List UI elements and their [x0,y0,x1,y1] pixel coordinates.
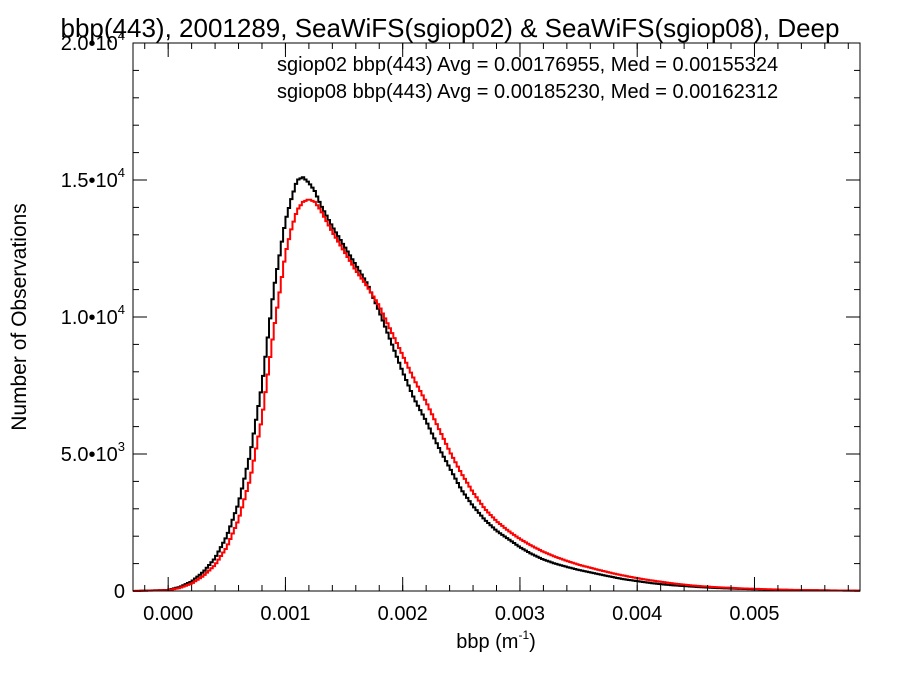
y-tick-label: 5.0•103 [61,439,125,466]
legend: sgiop02 bbp(443) Avg = 0.00176955, Med =… [277,54,778,103]
axes-layer: 0.000 0.001 0.002 0.003 0.004 0.005 0 5.0•103 1.… [61,28,861,625]
y-tick-label: 0 [114,581,125,603]
plot-frame [132,42,861,592]
series-line-sgiop02 [133,176,860,592]
y-tick-label: 1.0•104 [61,302,125,329]
series-layer [133,176,860,592]
x-axis-label-close: ) [529,631,536,653]
x-tick-label: 0.004 [612,603,662,625]
y-tick-label: 2.0•104 [61,28,125,55]
series-line-sgiop08 [133,198,860,592]
y-axis-label: Number of Observations [8,203,31,431]
x-tick-label: 0.005 [729,603,779,625]
x-axis-label: bbp (m-1) [456,628,536,653]
x-tick-label: 0.000 [143,603,193,625]
x-tick-label: 0.003 [495,603,545,625]
chart-title: bbp(443), 2001289, SeaWiFS(sgiop02) & Se… [61,13,840,43]
x-tick-label: 0.002 [378,603,428,625]
x-tick-label: 0.001 [260,603,310,625]
legend-entry-sgiop02: sgiop02 bbp(443) Avg = 0.00176955, Med =… [277,54,778,76]
x-axis-label-superscript: -1 [518,628,529,642]
x-axis-label-text: bbp (m [456,631,518,653]
y-tick-label: 1.5•104 [61,165,125,192]
legend-entry-sgiop08: sgiop08 bbp(443) Avg = 0.00185230, Med =… [277,81,778,103]
